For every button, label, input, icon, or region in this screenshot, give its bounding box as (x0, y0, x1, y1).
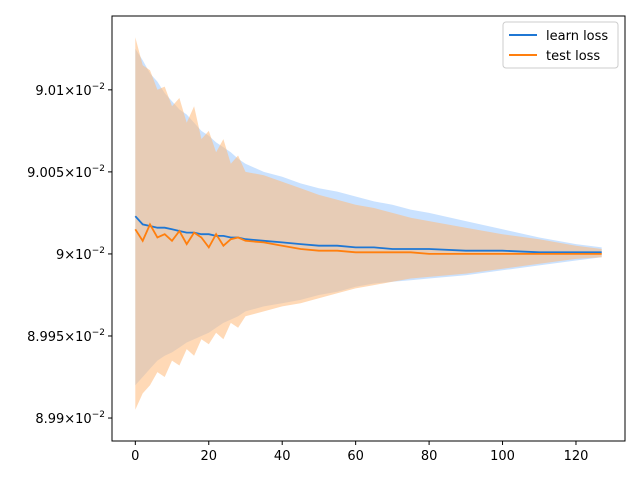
y-axis: 8.99×10−2 8.995×10−2 9×10−2 9.005×10−2 9.01×… (27, 82, 112, 427)
y-tick-label: 8.995×10−2 (27, 328, 105, 345)
test-loss-line (134, 222, 602, 255)
learn-loss-line (134, 215, 602, 254)
series-lines (134, 215, 602, 255)
legend: learn loss test loss (502, 21, 619, 69)
x-tick-label: 60 (347, 449, 364, 464)
plot-frame (111, 15, 626, 442)
x-tick-label: 100 (490, 449, 515, 464)
x-axis: 0 20 40 60 80 100 120 (131, 441, 588, 464)
y-tick-label: 9×10−2 (56, 246, 105, 263)
x-tick-label: 80 (421, 449, 438, 464)
y-tick-label: 9.005×10−2 (27, 164, 105, 181)
legend-box (502, 21, 619, 69)
y-tick-label: 8.99×10−2 (35, 410, 105, 427)
x-tick-label: 120 (564, 449, 589, 464)
x-tick-label: 40 (274, 449, 291, 464)
x-tick-label: 20 (200, 449, 217, 464)
test-loss-band (135, 37, 602, 410)
legend-label: learn loss (546, 29, 608, 44)
x-tick-label: 0 (131, 449, 139, 464)
legend-label: test loss (546, 49, 600, 64)
confidence-bands (135, 37, 602, 410)
y-tick-label: 9.01×10−2 (35, 82, 105, 99)
